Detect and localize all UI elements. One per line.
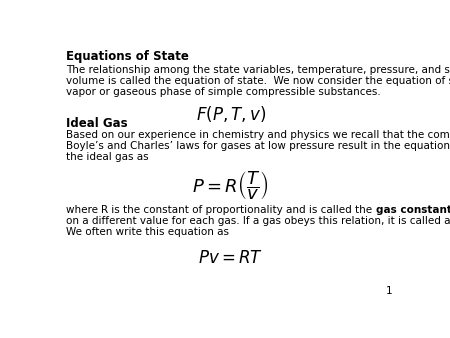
Text: $P = R\left(\dfrac{T}{v}\right)$: $P = R\left(\dfrac{T}{v}\right)$	[193, 169, 269, 201]
Text: $Pv = RT$: $Pv = RT$	[198, 249, 263, 267]
Text: We often write this equation as: We often write this equation as	[66, 227, 229, 237]
Text: R: R	[101, 205, 108, 215]
Text: Equations of State: Equations of State	[66, 50, 189, 63]
Text: Based on our experience in chemistry and physics we recall that the combination : Based on our experience in chemistry and…	[66, 130, 450, 140]
Text: is the constant of proportionality and is called the: is the constant of proportionality and i…	[108, 205, 376, 215]
Text: the ideal gas as: the ideal gas as	[66, 152, 148, 162]
Text: volume is called the equation of state.  We now consider the equation of state f: volume is called the equation of state. …	[66, 76, 450, 86]
Text: Ideal Gas: Ideal Gas	[66, 117, 128, 130]
Text: $F\left(P,T,v\right)$: $F\left(P,T,v\right)$	[196, 103, 266, 124]
Text: The relationship among the state variables, temperature, pressure, and specific: The relationship among the state variabl…	[66, 65, 450, 74]
Text: Boyle’s and Charles’ laws for gases at low pressure result in the equation of st: Boyle’s and Charles’ laws for gases at l…	[66, 141, 450, 151]
Text: vapor or gaseous phase of simple compressible substances.: vapor or gaseous phase of simple compres…	[66, 87, 381, 97]
Text: 1: 1	[386, 286, 393, 296]
Text: where: where	[66, 205, 101, 215]
Text: on a different value for each gas. If a gas obeys this relation, it is called an: on a different value for each gas. If a …	[66, 216, 450, 226]
Text: gas constant: gas constant	[376, 205, 450, 215]
